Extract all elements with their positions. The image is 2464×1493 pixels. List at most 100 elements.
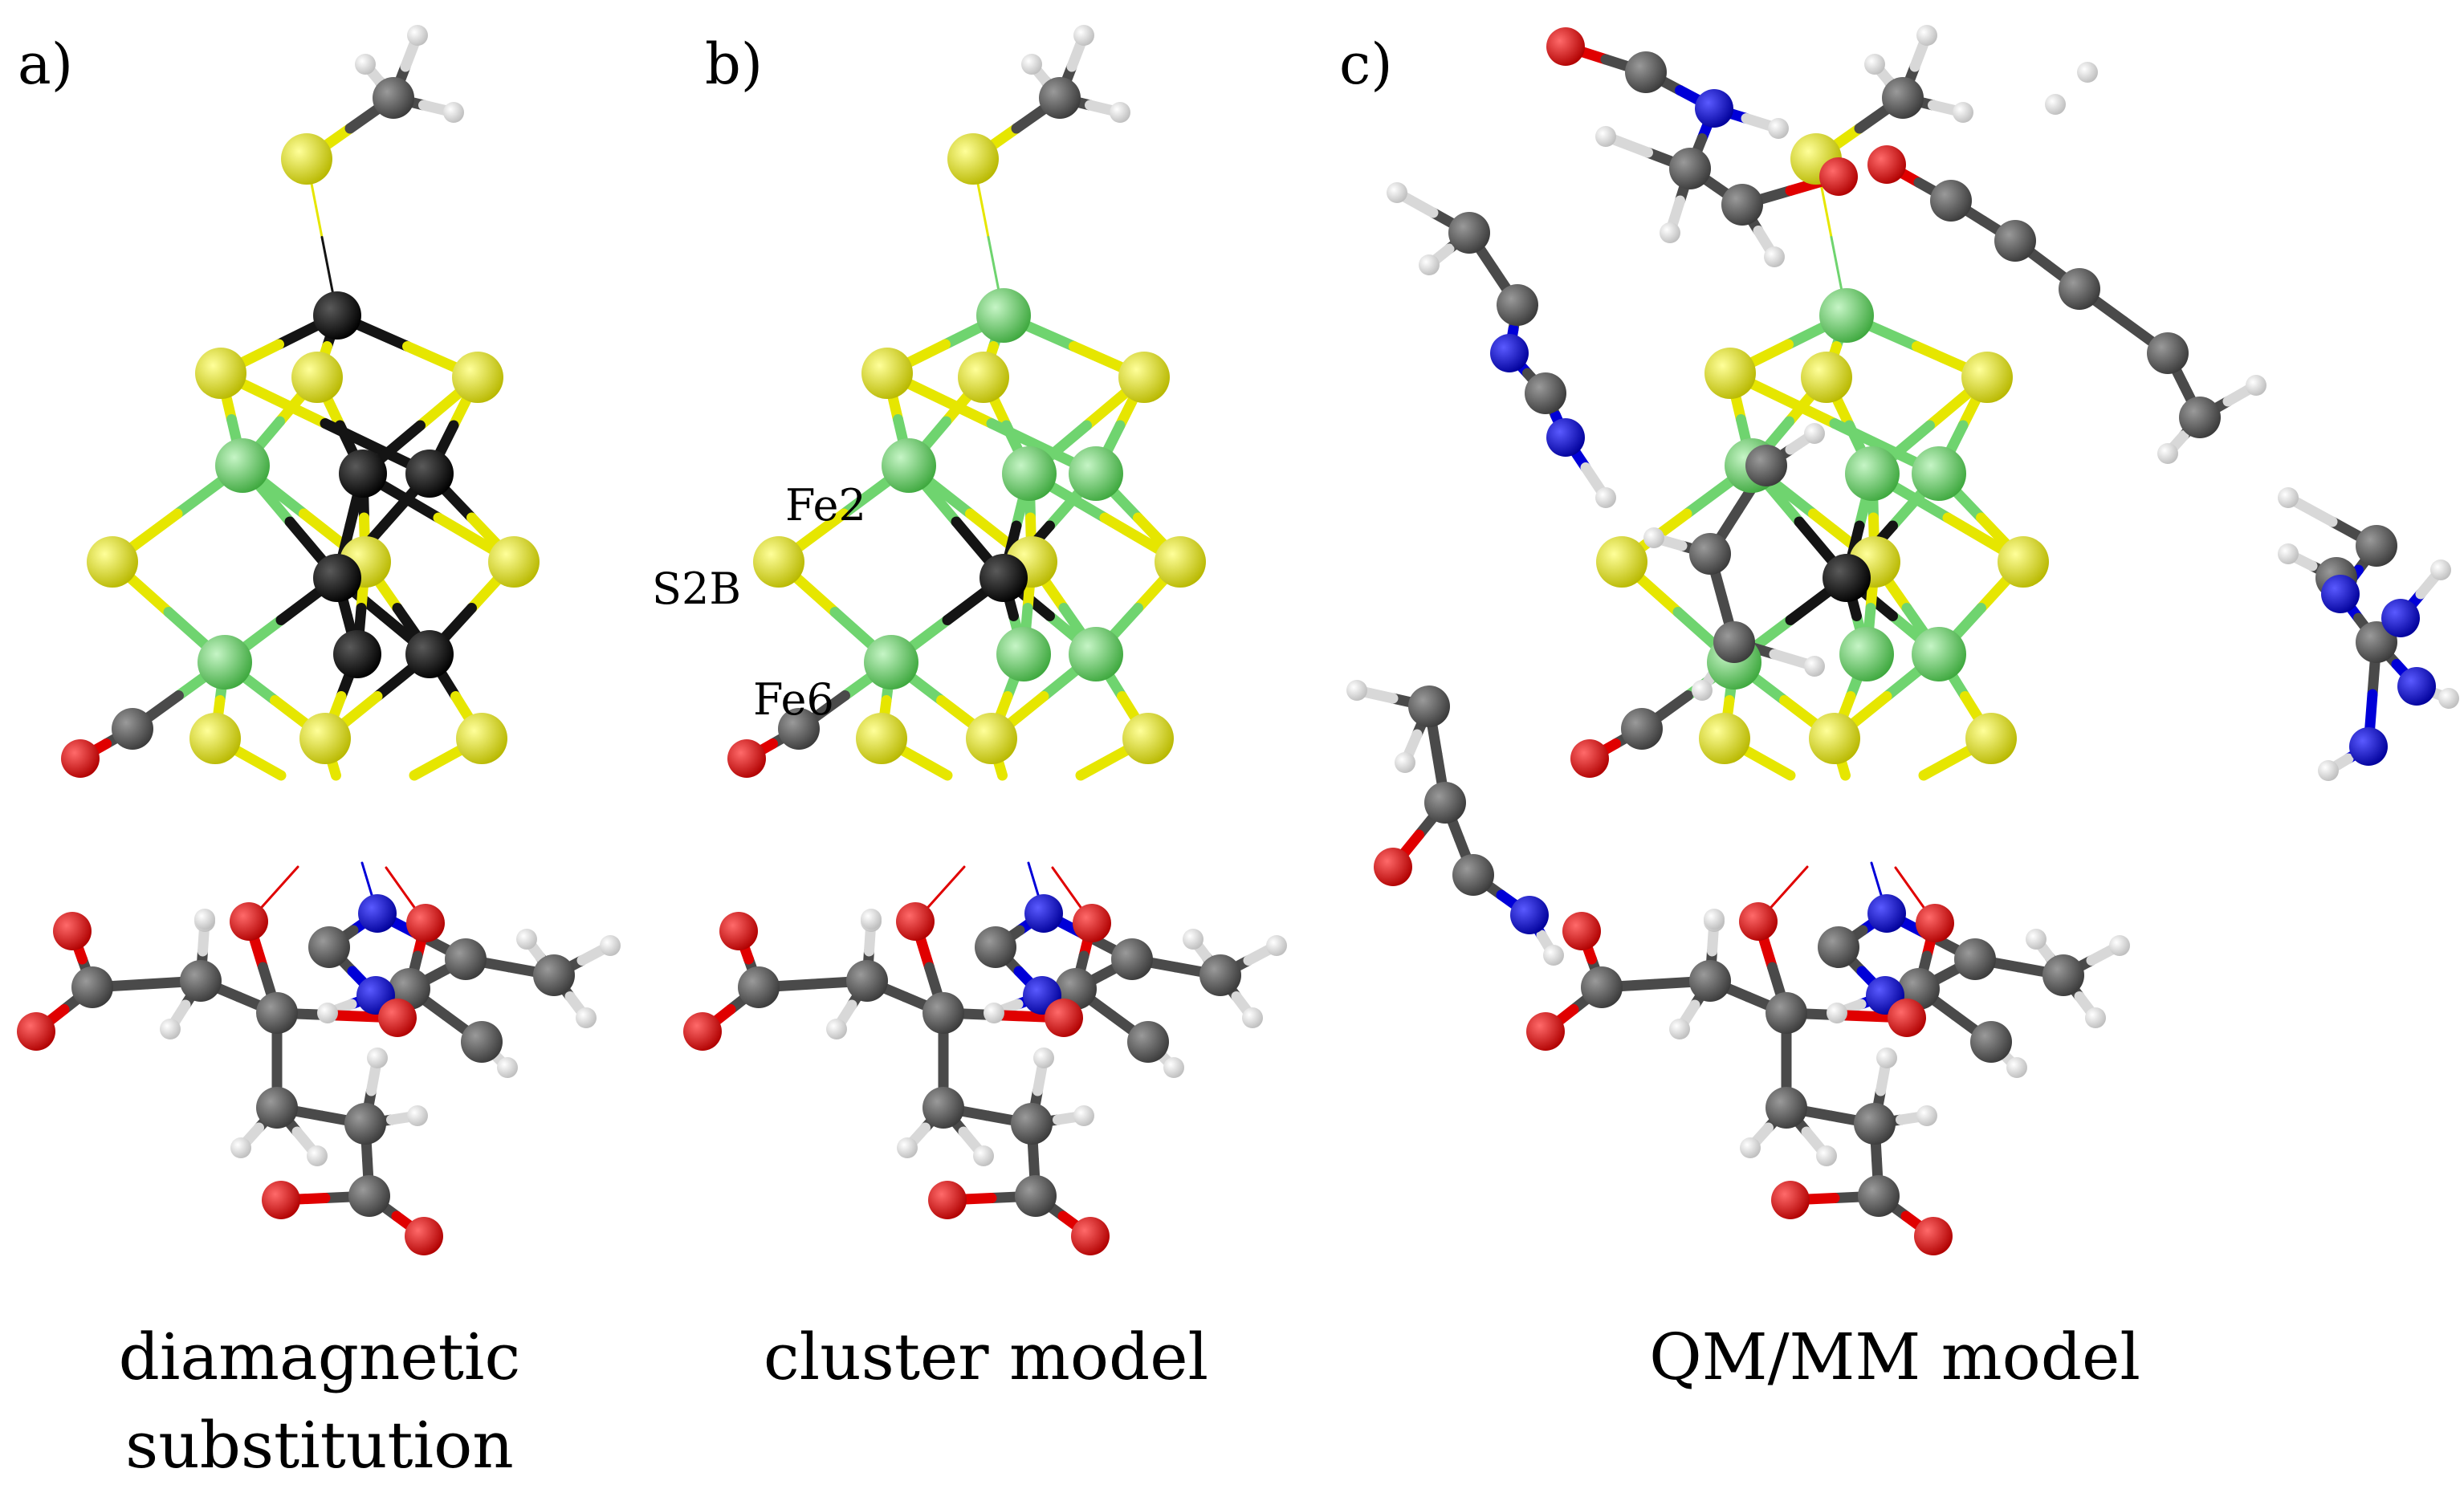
sulfur-atom [281, 133, 332, 185]
carbon-atom [1452, 854, 1494, 896]
bond [964, 812, 1013, 867]
hydrogen-atom [307, 1145, 328, 1166]
oxygen-atom [378, 999, 417, 1037]
carbon-atom [1408, 685, 1450, 727]
sulfur-atom [856, 713, 907, 764]
bond [347, 812, 386, 868]
carbon-atom [256, 992, 298, 1034]
bond [347, 812, 362, 863]
sulfur-atom [1122, 713, 1174, 764]
carbon-atom [1011, 1103, 1053, 1145]
hydrogen-atom [2026, 929, 2047, 950]
iron-atom [215, 438, 270, 493]
iron-atom [1819, 288, 1874, 343]
carbon-atom [1525, 372, 1566, 414]
hydrogen-atom [1543, 945, 1564, 966]
carbon-atom [1111, 938, 1153, 980]
bond [1856, 775, 1924, 812]
nitrogen-atom [1867, 894, 1906, 933]
hydrogen-atom [516, 929, 537, 950]
hydrogen-atom [2045, 94, 2066, 115]
nitrogen-atom [2397, 667, 2436, 706]
dark-metal-atom [339, 450, 387, 498]
hydrogen-atom [1804, 656, 1825, 677]
hydrogen-atom [2430, 559, 2451, 580]
carbon-atom [2042, 954, 2084, 996]
carbon-atom [2147, 332, 2189, 374]
panel-c-letter: c) [1339, 31, 1393, 97]
carbon-atom [1766, 1087, 1807, 1129]
hydrogen-atom [1916, 1105, 1937, 1126]
sulfur-atom [1998, 536, 2049, 588]
carbon-atom [1954, 938, 1996, 980]
hydrogen-atom [1876, 1048, 1897, 1068]
sulfur-atom [947, 133, 999, 185]
bond [1003, 775, 1014, 812]
hydrogen-atom [1864, 54, 1885, 75]
iron-atom [1912, 627, 1966, 681]
panel-a-caption-line2: substitution [125, 1408, 514, 1483]
bond [1013, 775, 1081, 812]
hydrogen-atom [2278, 487, 2299, 508]
carbon-atom [922, 992, 964, 1034]
carbon-atom [1818, 926, 1859, 968]
hydrogen-atom [576, 1007, 597, 1028]
dark-metal-atom [979, 554, 1028, 602]
hydrogen-atom [443, 102, 464, 123]
oxygen-atom [928, 1181, 967, 1219]
dark-metal-atom [405, 450, 454, 498]
sulfur-atom [1801, 352, 1852, 403]
nitrogen-atom [1024, 894, 1063, 933]
oxygen-atom [1546, 27, 1585, 66]
nitrogen-atom [1510, 896, 1549, 934]
panel-a-letter: a) [18, 31, 73, 97]
sulfur-atom [958, 352, 1009, 403]
bond [336, 775, 348, 812]
hydrogen-atom [1387, 182, 1407, 203]
oxygen-atom [1916, 904, 1954, 942]
sulfur-atom [87, 536, 138, 588]
carbon-atom [2059, 268, 2100, 310]
nitrogen-atom [2381, 599, 2420, 637]
iron-atom [996, 627, 1051, 681]
carbon-atom [112, 708, 153, 750]
hydrogen-atom [2318, 760, 2339, 781]
iron-atom [1845, 446, 1900, 501]
oxygen-atom [1570, 739, 1609, 778]
panel-b-caption: cluster model [764, 1320, 1208, 1394]
oxygen-atom [53, 912, 92, 950]
hydrogen-atom [2278, 543, 2299, 564]
hydrogen-atom [1595, 126, 1616, 147]
hydrogen-atom [1704, 909, 1725, 930]
atom-label-s2b: S2B [652, 563, 741, 614]
hydrogen-atom [1764, 246, 1785, 267]
iron-atom [1069, 446, 1123, 501]
sulfur-atom [1596, 536, 1647, 588]
sulfur-atom [1965, 713, 2017, 764]
nitrogen-atom [1546, 418, 1585, 457]
sulfur-atom [299, 713, 351, 764]
nitrogen-atom [2349, 727, 2388, 766]
oxygen-atom [1073, 904, 1111, 942]
sulfur-atom [753, 536, 804, 588]
iron-atom [198, 635, 252, 690]
bond [1856, 812, 1871, 863]
carbon-atom [2356, 621, 2397, 663]
nitrogen-atom [1695, 89, 1733, 128]
hydrogen-atom [984, 1003, 1004, 1023]
hydrogen-atom [1804, 423, 1825, 444]
carbon-atom [738, 966, 780, 1008]
hydrogen-atom [407, 25, 428, 46]
hydrogen-atom [1827, 1003, 1847, 1023]
sulfur-atom [456, 713, 507, 764]
hydrogen-atom [497, 1057, 518, 1078]
nitrogen-atom [1490, 334, 1529, 372]
hydrogen-atom [897, 1137, 918, 1158]
hydrogen-atom [1419, 254, 1440, 275]
bond [1807, 812, 1856, 867]
carbon-atom [461, 1021, 503, 1063]
hydrogen-atom [600, 935, 621, 956]
hydrogen-atom [1692, 680, 1713, 701]
oxygen-atom [230, 902, 268, 941]
nitrogen-atom [2321, 575, 2360, 613]
